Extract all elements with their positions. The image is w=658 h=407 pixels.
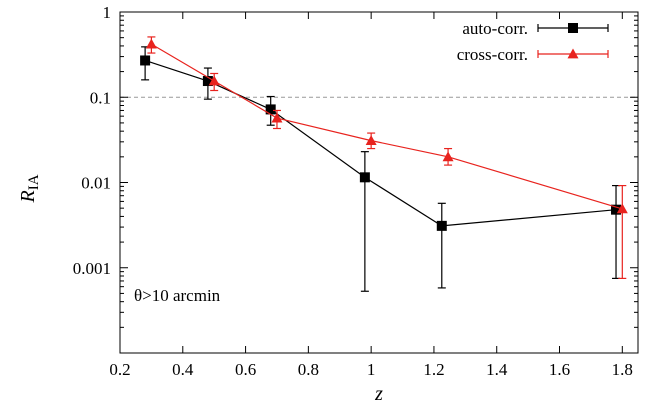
x-tick-label: 0.4	[172, 360, 194, 379]
y-axis-title-sub: IA	[26, 174, 42, 190]
y-tick-label: 1	[103, 3, 112, 22]
series-cross-corr	[145, 36, 628, 280]
series-auto-corr	[140, 46, 622, 292]
legend-marker	[568, 23, 578, 33]
x-tick-label: 1.2	[423, 360, 444, 379]
series-layer	[140, 36, 628, 292]
data-point	[442, 151, 454, 162]
data-point	[202, 76, 213, 87]
y-tick-label: 0.001	[73, 259, 111, 278]
y-tick-label: 0.1	[90, 88, 111, 107]
data-point	[436, 220, 447, 231]
data-point	[365, 135, 377, 146]
series-line	[151, 43, 623, 210]
y-axis-title-main: R	[17, 190, 39, 203]
y-tick-label: 0.01	[81, 174, 111, 193]
legend-label-cross: cross-corr.	[457, 45, 528, 64]
x-tick-label: 1.8	[612, 360, 633, 379]
y-axis-title: RIA	[17, 174, 42, 203]
data-point	[208, 75, 220, 86]
legend-marker	[567, 48, 579, 59]
x-axis-title: z	[374, 383, 383, 405]
x-tick-label: 1.6	[549, 360, 570, 379]
x-tick-label: 1.4	[486, 360, 508, 379]
x-tick-label: 0.8	[298, 360, 319, 379]
data-point	[616, 203, 628, 214]
theta-annotation: θ>10 arcmin	[134, 286, 221, 305]
x-tick-label: 0.6	[235, 360, 256, 379]
legend-label-auto: auto-corr.	[462, 19, 528, 38]
legend: auto-corr. cross-corr.	[457, 19, 609, 64]
data-point	[271, 112, 283, 123]
x-tick-label: 0.2	[109, 360, 130, 379]
data-point	[265, 104, 276, 115]
x-tick-label: 1	[367, 360, 376, 379]
series-line	[144, 59, 617, 227]
data-point	[140, 55, 151, 66]
axis-ticks: 0.2 0.4 0.6 0.8 1 1.2 1.4 1.6 1.8 0.001 0.01 0.1 1	[73, 3, 638, 379]
data-point	[145, 38, 157, 49]
data-point	[611, 204, 622, 215]
data-point	[359, 172, 370, 183]
